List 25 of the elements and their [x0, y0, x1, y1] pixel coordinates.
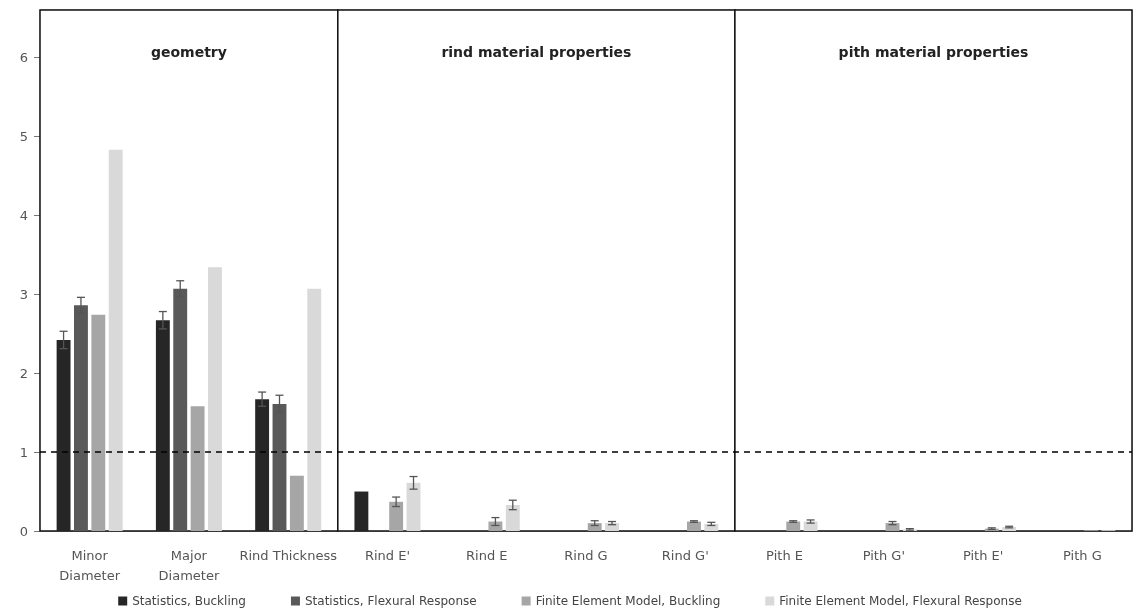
legend-label: Statistics, Flexural Response — [304, 594, 477, 608]
legend-label: Finite Element Model, Flexural Response — [779, 594, 1022, 608]
y-tick-label: 5 — [19, 128, 28, 144]
x-tick-label: Rind Thickness — [239, 547, 338, 563]
x-tick-label: Rind G' — [661, 547, 709, 563]
x-tick-label: Major Diameter — [158, 547, 220, 583]
x-tick-label: Rind E — [465, 547, 508, 563]
y-tick-label: 1 — [19, 444, 28, 460]
x-tick-label: Rind E' — [364, 547, 410, 563]
x-tick-label: Pith E' — [962, 547, 1004, 563]
x-tick-label: Pith G — [1063, 547, 1102, 563]
legend-label: Finite Element Model, Buckling — [535, 594, 721, 608]
x-tick-label: Pith G' — [862, 547, 905, 563]
band-label: geometry — [150, 44, 227, 61]
x-tick-label: Pith E — [766, 547, 803, 563]
band-label: rind material properties — [441, 44, 632, 61]
y-tick-label: 4 — [19, 207, 28, 223]
y-tick-label: 0 — [19, 523, 28, 539]
x-tick-label: Rind G — [564, 547, 608, 563]
y-tick-label: 2 — [19, 365, 28, 381]
x-tick-label: Minor Diameter — [59, 547, 121, 583]
y-tick-label: 6 — [19, 49, 28, 65]
y-tick-label: 3 — [19, 286, 28, 302]
legend-label: Statistics, Buckling — [132, 594, 246, 608]
band-label: pith material properties — [838, 44, 1029, 61]
